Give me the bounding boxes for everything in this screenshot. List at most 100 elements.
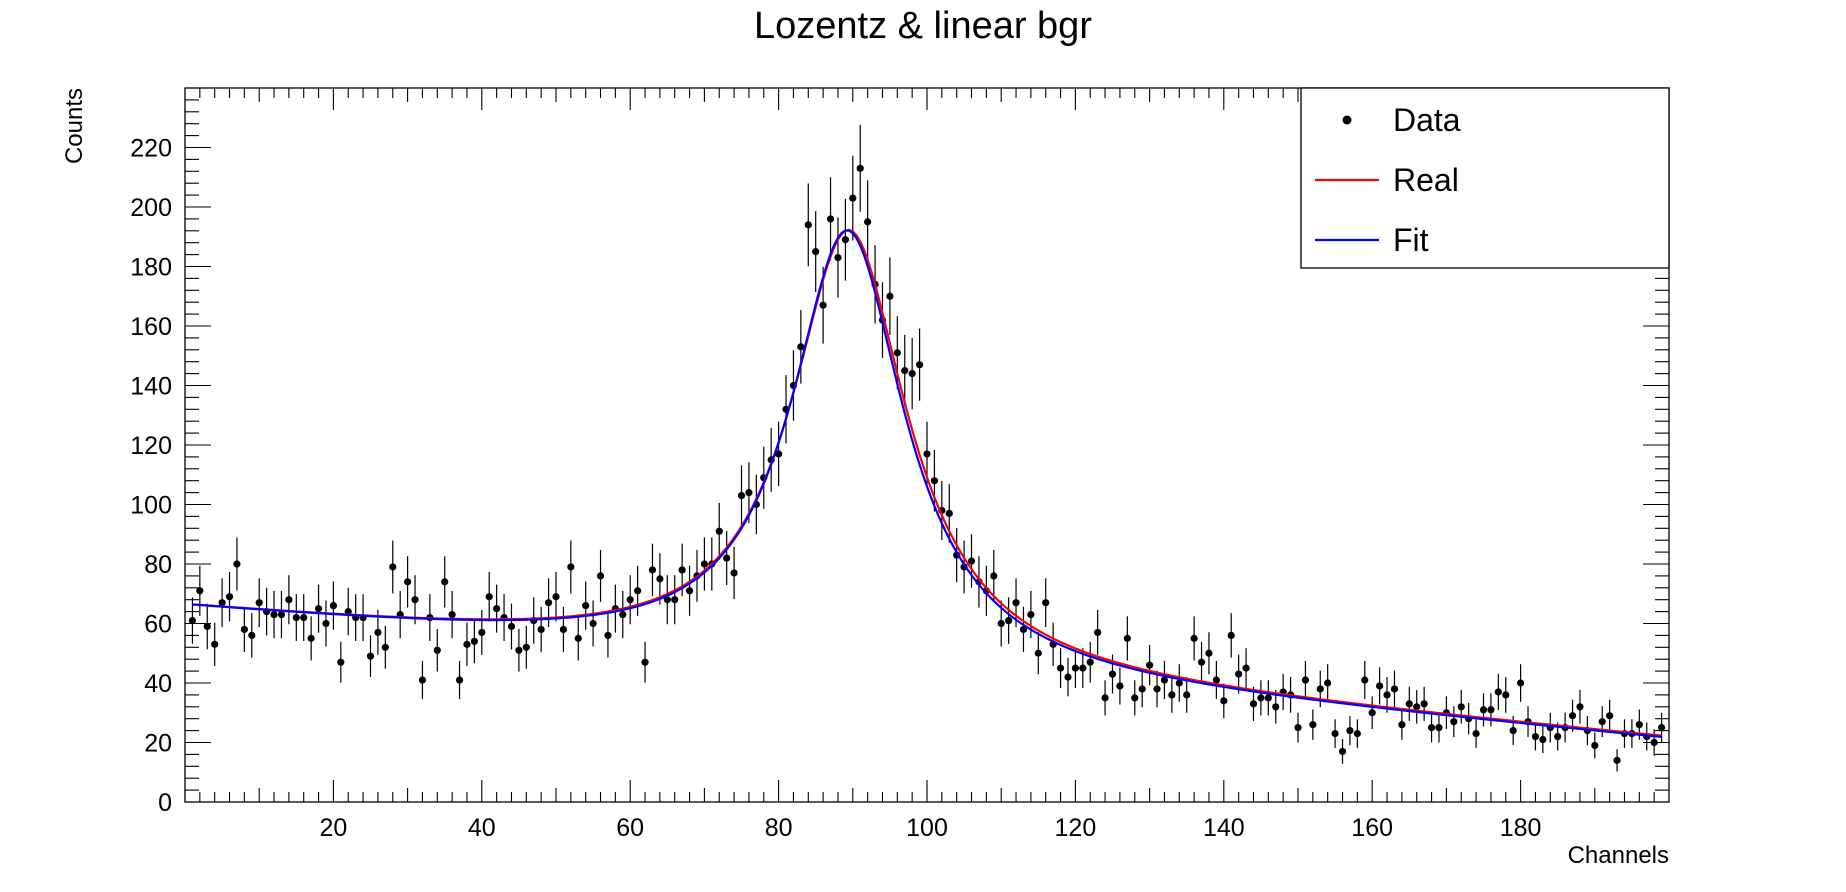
data-point [366, 635, 375, 678]
y-axis-label: Counts [61, 88, 88, 164]
data-marker [648, 566, 657, 574]
y-tick-label: 220 [130, 135, 172, 163]
data-point [849, 155, 857, 241]
data-point [1190, 616, 1198, 661]
data-marker [864, 218, 872, 226]
data-marker [1598, 718, 1606, 726]
data-point [1435, 712, 1443, 743]
data-marker [671, 596, 679, 604]
data-point [1657, 712, 1666, 743]
data-marker [1071, 664, 1079, 672]
data-point [596, 549, 605, 602]
data-marker [626, 596, 634, 604]
data-marker [923, 450, 931, 458]
data-point [285, 575, 293, 625]
data-point [1257, 680, 1265, 716]
data-marker [1131, 694, 1139, 702]
data-point [322, 600, 330, 647]
data-point [1472, 719, 1480, 748]
data-marker [1056, 664, 1065, 672]
data-point [1376, 667, 1384, 705]
data-point [552, 572, 560, 622]
data-point [389, 540, 397, 594]
data-marker [203, 622, 211, 631]
data-marker [314, 605, 323, 613]
data-marker [1190, 634, 1198, 642]
data-marker [1413, 703, 1421, 711]
data-point [404, 556, 412, 608]
data-marker [478, 628, 486, 637]
y-tick-label: 200 [130, 194, 172, 222]
data-point [537, 606, 545, 653]
data-marker [292, 613, 300, 622]
y-tick-label: 0 [158, 789, 172, 817]
data-marker [908, 370, 916, 378]
data-point [826, 177, 835, 261]
data-marker [211, 640, 219, 648]
data-marker [1390, 685, 1399, 693]
data-point [1101, 680, 1109, 716]
data-point [1591, 732, 1599, 759]
data-marker [196, 587, 204, 595]
data-point [797, 310, 805, 384]
data-marker [737, 491, 746, 500]
data-marker [886, 292, 894, 300]
data-marker [1212, 676, 1220, 684]
x-tick-label: 40 [468, 814, 496, 842]
data-marker [819, 301, 827, 309]
data-marker [1606, 712, 1614, 720]
data-marker [552, 593, 560, 601]
data-point [1227, 613, 1235, 658]
data-marker [1531, 732, 1540, 741]
data-marker [775, 450, 783, 458]
y-tick-label: 80 [144, 551, 172, 579]
data-marker [374, 628, 382, 637]
data-marker [1457, 703, 1465, 711]
data-point [233, 537, 241, 591]
data-marker [285, 596, 293, 604]
legend-marker [1342, 115, 1352, 125]
data-point [1116, 667, 1124, 705]
legend-item-real: Real [1315, 162, 1459, 198]
data-marker [678, 566, 686, 574]
data-point [1479, 693, 1488, 727]
data-marker [1539, 735, 1547, 744]
data-marker [307, 634, 315, 642]
data-point [1160, 660, 1169, 700]
data-point [604, 613, 612, 658]
data-marker [1227, 631, 1235, 640]
x-tick-label: 20 [319, 814, 347, 842]
data-marker [300, 613, 308, 622]
data-marker [1146, 661, 1154, 669]
data-marker [381, 643, 389, 651]
data-marker [1034, 649, 1042, 657]
data-marker [641, 658, 649, 666]
data-marker [1383, 691, 1391, 699]
y-tick-label: 180 [130, 254, 172, 282]
data-point [441, 556, 449, 608]
data-marker [915, 361, 924, 369]
data-point [455, 660, 464, 700]
data-marker [1094, 628, 1102, 637]
data-point [1405, 686, 1413, 721]
data-point [990, 549, 998, 602]
data-point [1502, 677, 1510, 713]
data-point [685, 565, 694, 616]
data-point [1324, 664, 1332, 702]
data-point [1212, 660, 1220, 700]
data-point [411, 575, 419, 625]
data-point [1086, 641, 1094, 683]
data-marker [1153, 685, 1161, 693]
data-point [433, 629, 441, 672]
data-point [1517, 664, 1525, 702]
data-point [329, 581, 337, 630]
data-marker [1316, 685, 1324, 693]
data-marker [856, 164, 864, 172]
data-marker [1331, 729, 1339, 738]
data-point [1175, 664, 1183, 702]
data-marker [715, 527, 723, 535]
data-marker [656, 575, 664, 583]
data-marker [537, 625, 545, 634]
